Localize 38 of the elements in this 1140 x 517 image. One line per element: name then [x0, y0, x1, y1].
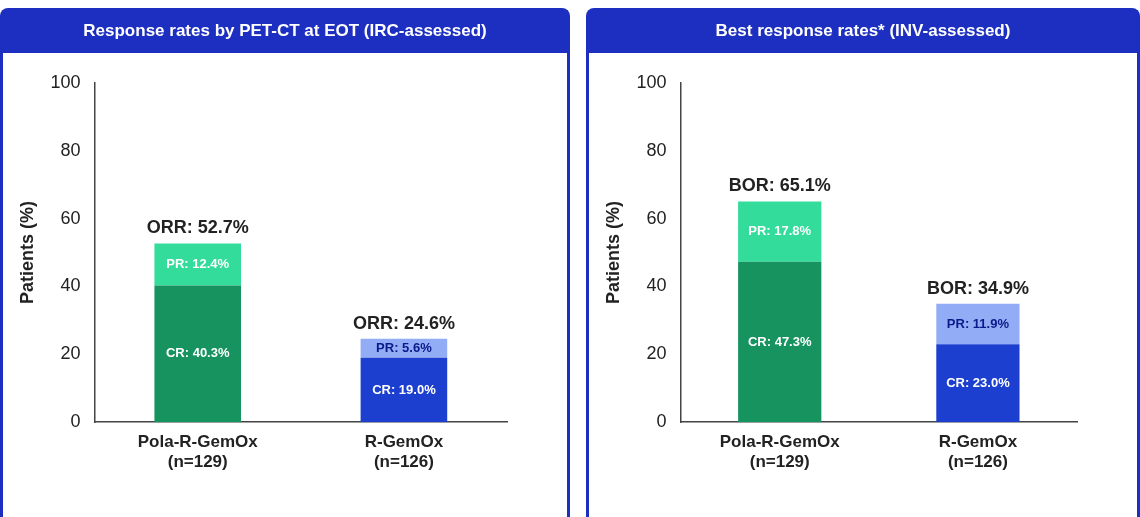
- y-tick-label: 60: [646, 207, 667, 228]
- y-tick-label: 20: [646, 343, 667, 364]
- y-tick-label: 40: [60, 275, 81, 296]
- y-tick-label: 80: [60, 139, 81, 160]
- y-tick-label: 60: [60, 207, 81, 228]
- y-tick-label: 100: [50, 71, 81, 92]
- data-label: CR: 19.0%: [372, 381, 437, 397]
- x-tick-label: Pola-R-GemOx (n=129): [137, 432, 259, 472]
- total-label: BOR: 65.1%: [728, 175, 831, 196]
- data-label: PR: 12.4%: [166, 256, 230, 272]
- total-label: ORR: 52.7%: [146, 217, 249, 238]
- x-tick-label: R-GemOx (n=126): [364, 432, 444, 472]
- bar: [154, 243, 242, 286]
- data-label: CR: 23.0%: [946, 374, 1011, 390]
- x-tick-label: Pola-R-GemOx (n=129): [719, 432, 841, 472]
- y-tick-label: 0: [70, 411, 81, 432]
- chart-title: Best response rates* (INV-assessed): [589, 11, 1137, 53]
- data-label: PR: 5.6%: [376, 339, 433, 355]
- bar: [360, 357, 448, 423]
- data-label: PR: 17.8%: [748, 223, 812, 239]
- data-label: CR: 40.3%: [165, 345, 230, 361]
- bar: [738, 261, 822, 423]
- x-tick-label: R-GemOx (n=126): [938, 432, 1018, 472]
- y-tick-label: 100: [636, 71, 667, 92]
- y-tick-label: 0: [656, 411, 667, 432]
- data-label: CR: 47.3%: [747, 333, 812, 349]
- y-axis-title: Patients (%): [602, 201, 623, 305]
- y-tick-label: 40: [646, 275, 667, 296]
- bar: [738, 201, 822, 262]
- chart-title: Response rates by PET-CT at EOT (IRC-assessed): [3, 11, 567, 53]
- y-tick-label: 80: [646, 139, 667, 160]
- y-tick-label: 20: [60, 343, 81, 364]
- y-axis-title: Patients (%): [16, 201, 37, 305]
- bar: [154, 285, 242, 423]
- bar: [936, 344, 1020, 423]
- data-label: PR: 11.9%: [946, 315, 1010, 331]
- total-label: ORR: 24.6%: [352, 312, 455, 333]
- total-label: BOR: 34.9%: [926, 277, 1029, 298]
